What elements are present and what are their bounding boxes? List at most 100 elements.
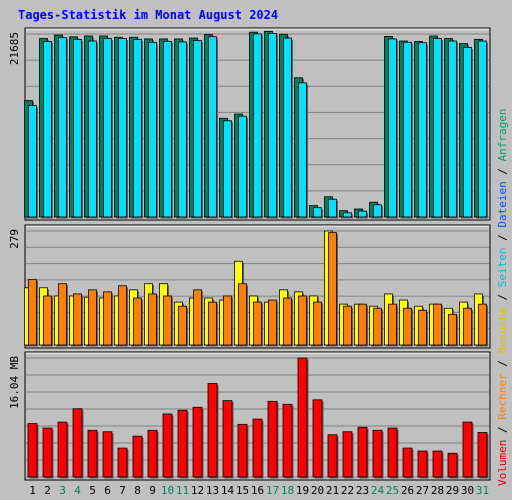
- bar-volumen-day-17: [267, 400, 278, 478]
- bar-dateien-day-23: [358, 210, 367, 218]
- bar-volumen-day-10: [162, 413, 173, 478]
- day-label-10: 10: [161, 484, 174, 497]
- legend-separator: /: [496, 161, 509, 181]
- bar-volumen-day-19: [297, 357, 308, 478]
- bar-besuche-day-22: [343, 305, 352, 346]
- bar-dateien-day-1: [28, 105, 37, 218]
- legend-separator: /: [496, 354, 509, 374]
- bar-besuche-day-15: [238, 283, 247, 346]
- bar-dateien-day-12: [193, 40, 202, 218]
- bar-besuche-day-7: [118, 285, 127, 346]
- bar-volumen-day-9: [147, 429, 158, 478]
- bar-besuche-day-30: [463, 307, 472, 346]
- bar-besuche-day-3: [58, 283, 67, 346]
- day-label-16: 16: [251, 484, 264, 497]
- chart-title: Tages-Statistik im Monat August 2024: [18, 8, 278, 22]
- day-label-18: 18: [281, 484, 294, 497]
- bar-besuche-day-26: [403, 307, 412, 346]
- day-label-22: 22: [341, 484, 354, 497]
- day-label-29: 29: [446, 484, 459, 497]
- bar-besuche-day-23: [358, 303, 367, 346]
- y-axis-max-label: 279: [8, 229, 21, 249]
- day-label-31: 31: [476, 484, 489, 497]
- bar-besuche-day-31: [478, 303, 487, 346]
- bar-dateien-day-6: [103, 38, 112, 218]
- bar-volumen-day-23: [357, 426, 368, 478]
- day-label-27: 27: [416, 484, 429, 497]
- legend-item-seiten: Seiten: [496, 248, 509, 288]
- bar-besuche-day-27: [418, 309, 427, 346]
- bar-dateien-day-8: [133, 38, 142, 218]
- bar-volumen-day-13: [207, 383, 218, 478]
- legend-item-rechner: Rechner: [496, 373, 509, 420]
- day-label-5: 5: [89, 484, 96, 497]
- bar-dateien-day-27: [418, 42, 427, 218]
- day-label-26: 26: [401, 484, 414, 497]
- bar-dateien-day-11: [178, 41, 187, 218]
- bar-dateien-day-21: [328, 198, 337, 218]
- bar-volumen-day-1: [27, 423, 38, 478]
- day-label-7: 7: [119, 484, 126, 497]
- bar-dateien-day-2: [43, 41, 52, 218]
- legend-text: Volumen / Rechner / Besuche / Seiten / D…: [496, 108, 509, 486]
- bar-volumen-day-14: [222, 400, 233, 478]
- legend-separator: /: [496, 228, 509, 248]
- bar-dateien-day-30: [463, 46, 472, 218]
- bar-besuche-day-18: [283, 297, 292, 346]
- bar-volumen-day-15: [237, 423, 248, 478]
- bar-volumen-day-16: [252, 418, 263, 478]
- bar-volumen-day-27: [417, 450, 428, 478]
- panel-volume: 16.04 MB: [8, 351, 491, 481]
- bar-dateien-day-15: [238, 115, 247, 218]
- bar-volumen-day-20: [312, 399, 323, 478]
- legend-separator: /: [496, 420, 509, 440]
- day-label-25: 25: [386, 484, 399, 497]
- bar-besuche-day-17: [268, 299, 277, 346]
- bar-dateien-day-31: [478, 40, 487, 218]
- bar-dateien-day-13: [208, 36, 217, 218]
- bar-besuche-day-14: [223, 295, 232, 346]
- bar-besuche-day-25: [388, 303, 397, 346]
- bar-besuche-day-9: [148, 293, 157, 346]
- bar-dateien-day-19: [298, 82, 307, 218]
- bar-besuche-day-10: [163, 295, 172, 346]
- series-dateien: [28, 33, 488, 219]
- bar-besuche-day-24: [373, 307, 382, 346]
- day-label-6: 6: [104, 484, 111, 497]
- day-label-11: 11: [176, 484, 189, 497]
- bar-dateien-day-18: [283, 37, 292, 218]
- bar-volumen-day-2: [42, 427, 53, 478]
- bar-dateien-day-7: [118, 38, 127, 218]
- bar-volumen-day-5: [87, 429, 98, 478]
- legend-item-dateien: Dateien: [496, 181, 509, 227]
- bar-besuche-day-11: [178, 305, 187, 346]
- bar-besuche-day-29: [448, 313, 457, 346]
- bar-volumen-day-22: [342, 431, 353, 478]
- day-label-19: 19: [296, 484, 309, 497]
- bar-volumen-day-31: [477, 432, 488, 478]
- day-label-4: 4: [74, 484, 81, 497]
- day-label-12: 12: [191, 484, 204, 497]
- bar-volumen-day-29: [447, 452, 458, 478]
- chart-panels: 21685 279 16.04 MB: [8, 27, 491, 481]
- bar-dateien-day-29: [448, 40, 457, 218]
- day-label-2: 2: [44, 484, 51, 497]
- bar-volumen-day-3: [57, 421, 68, 478]
- bar-dateien-day-10: [163, 41, 172, 218]
- bar-dateien-day-25: [388, 38, 397, 218]
- bar-besuche-day-20: [313, 301, 322, 346]
- bar-volumen-day-7: [117, 447, 128, 478]
- bar-volumen-day-28: [432, 450, 443, 478]
- day-label-20: 20: [311, 484, 324, 497]
- bar-dateien-day-14: [223, 120, 232, 218]
- bar-dateien-day-26: [403, 41, 412, 218]
- bar-besuche-day-13: [208, 301, 217, 346]
- bar-besuche-day-21: [328, 232, 337, 346]
- y-axis-max-label: 21685: [8, 32, 21, 65]
- bar-dateien-day-16: [253, 33, 262, 218]
- day-label-13: 13: [206, 484, 219, 497]
- bar-volumen-day-25: [387, 427, 398, 478]
- day-label-30: 30: [461, 484, 474, 497]
- day-label-23: 23: [356, 484, 369, 497]
- vertical-legend: Volumen / Rechner / Besuche / Seiten / D…: [496, 108, 509, 486]
